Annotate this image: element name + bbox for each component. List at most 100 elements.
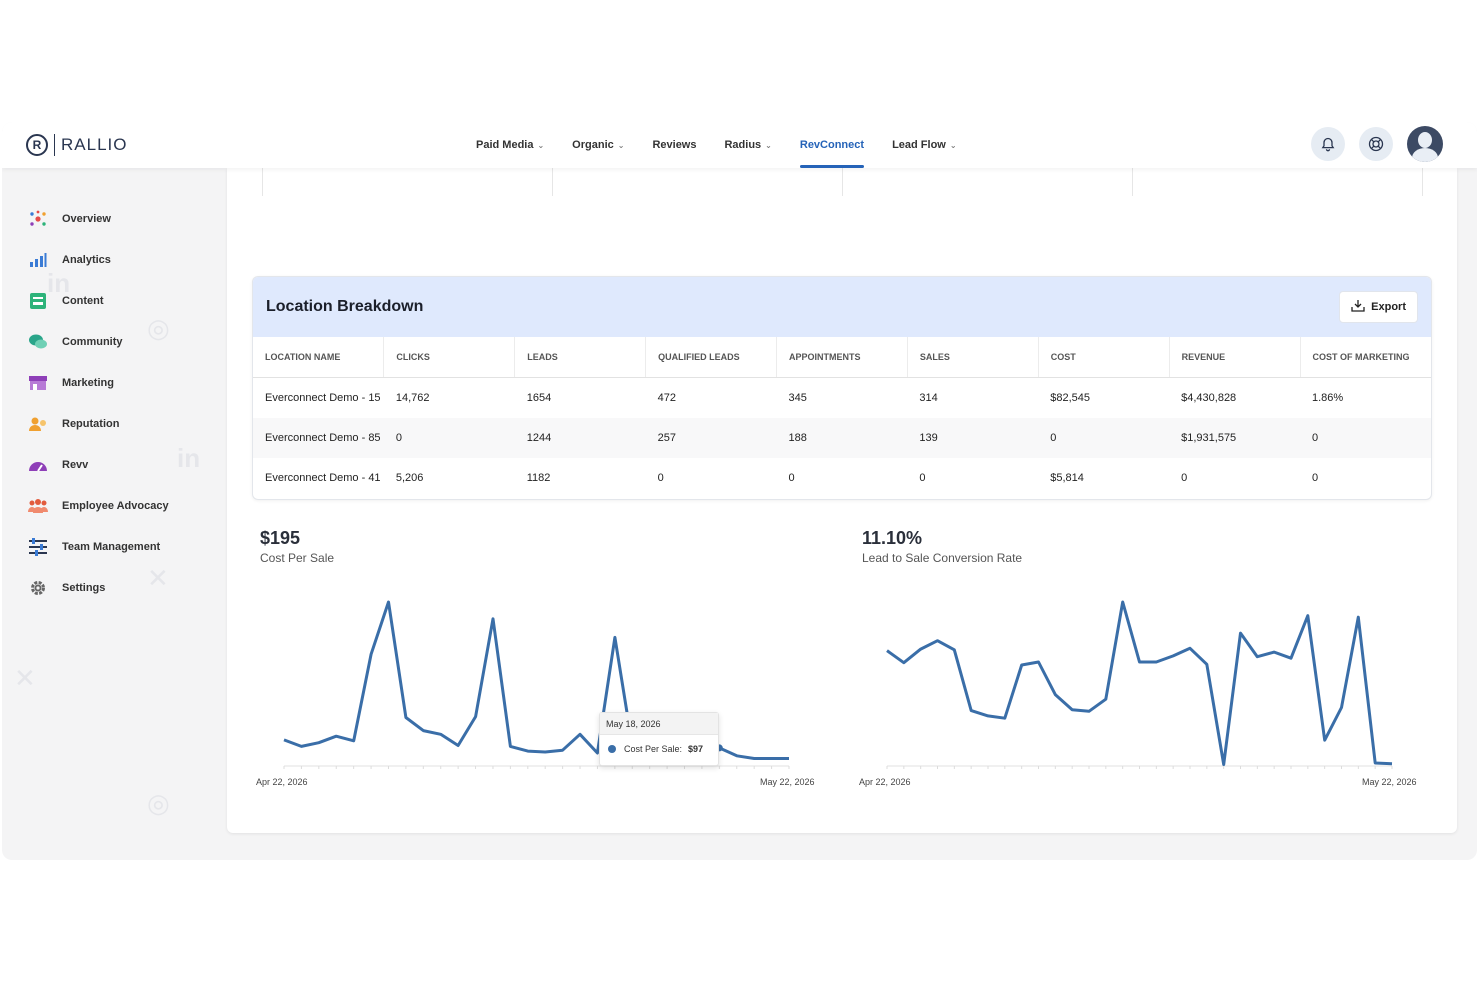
column-header[interactable]: CLICKS xyxy=(383,337,516,378)
data-point[interactable] xyxy=(491,617,495,621)
data-point[interactable] xyxy=(578,732,582,736)
data-point[interactable] xyxy=(1373,761,1377,765)
cost-per-sale-chart[interactable] xyxy=(272,588,802,778)
sidebar-item-community[interactable]: Community xyxy=(28,330,123,354)
data-point[interactable] xyxy=(1053,693,1057,697)
chevron-down-icon: ⌄ xyxy=(949,140,957,150)
data-point[interactable] xyxy=(561,748,565,752)
data-point[interactable] xyxy=(1020,663,1024,667)
sidebar-item-overview[interactable]: Overview xyxy=(28,207,111,231)
data-point[interactable] xyxy=(1272,650,1276,654)
download-icon xyxy=(1351,299,1365,315)
data-point[interactable] xyxy=(508,744,512,748)
user-avatar[interactable] xyxy=(1407,126,1443,162)
data-point[interactable] xyxy=(1188,646,1192,650)
column-header[interactable]: COST xyxy=(1038,337,1170,378)
metric-label: Lead to Sale Conversion Rate xyxy=(862,551,1023,565)
watermark-google-icon: ◎ xyxy=(147,788,170,818)
data-point[interactable] xyxy=(1289,656,1293,660)
data-point[interactable] xyxy=(1340,706,1344,710)
data-point[interactable] xyxy=(1104,697,1108,701)
chevron-down-icon: ⌄ xyxy=(537,140,545,150)
data-point[interactable] xyxy=(456,744,460,748)
data-point[interactable] xyxy=(936,639,940,643)
group-icon xyxy=(28,496,48,516)
nav-revconnect[interactable]: RevConnect xyxy=(786,122,878,168)
column-header[interactable]: COST OF MARKETING xyxy=(1300,337,1431,378)
data-point[interactable] xyxy=(404,716,408,720)
data-point[interactable] xyxy=(1255,655,1259,659)
data-point[interactable] xyxy=(1205,662,1209,666)
data-point[interactable] xyxy=(352,739,356,743)
data-point[interactable] xyxy=(421,729,425,733)
data-point[interactable] xyxy=(919,647,923,651)
data-point[interactable] xyxy=(752,757,756,761)
data-point[interactable] xyxy=(1356,615,1360,619)
data-point[interactable] xyxy=(986,714,990,718)
rallio-logo[interactable]: R RALLIO xyxy=(26,130,127,160)
data-point[interactable] xyxy=(969,709,973,713)
data-point[interactable] xyxy=(1121,600,1125,604)
data-point[interactable] xyxy=(1306,614,1310,618)
nav-radius[interactable]: Radius ⌄ xyxy=(710,122,785,168)
data-point[interactable] xyxy=(1323,738,1327,742)
sidebar-item-team-management[interactable]: Team Management xyxy=(28,535,160,559)
data-point[interactable] xyxy=(770,757,774,761)
nav-lead-flow[interactable]: Lead Flow ⌄ xyxy=(878,122,970,168)
data-point[interactable] xyxy=(299,744,303,748)
sidebar-item-settings[interactable]: Settings xyxy=(28,576,105,600)
data-point[interactable] xyxy=(1037,660,1041,664)
sidebar-item-marketing[interactable]: Marketing xyxy=(28,371,114,395)
table-cell: 0 xyxy=(657,472,664,485)
data-point[interactable] xyxy=(1390,762,1394,766)
data-point[interactable] xyxy=(1087,709,1091,713)
data-point[interactable] xyxy=(1239,631,1243,635)
data-point[interactable] xyxy=(1154,660,1158,664)
data-point[interactable] xyxy=(474,715,478,719)
sidebar-item-revv[interactable]: Revv xyxy=(28,453,88,477)
data-point[interactable] xyxy=(1171,654,1175,658)
sidebar-item-employee-advocacy[interactable]: Employee Advocacy xyxy=(28,494,169,518)
table-row: Everconnect Demo - 15 14,762 1654 472 34… xyxy=(253,377,1431,418)
data-point[interactable] xyxy=(1222,762,1226,766)
column-header[interactable]: QUALIFIED LEADS xyxy=(645,337,777,378)
column-header[interactable]: LOCATION NAME xyxy=(253,337,385,378)
tooltip-value: $97 xyxy=(688,744,704,754)
nav-paid-media[interactable]: Paid Media ⌄ xyxy=(462,122,558,168)
column-header[interactable]: REVENUE xyxy=(1169,337,1301,378)
data-point[interactable] xyxy=(282,738,286,742)
data-point[interactable] xyxy=(902,661,906,665)
data-point[interactable] xyxy=(386,600,390,604)
nav-organic[interactable]: Organic ⌄ xyxy=(558,122,638,168)
column-header[interactable]: APPOINTMENTS xyxy=(776,337,908,378)
data-point[interactable] xyxy=(1070,708,1074,712)
data-point[interactable] xyxy=(1003,716,1007,720)
sidebar-item-reputation[interactable]: Reputation xyxy=(28,412,119,436)
conversion-rate-chart[interactable] xyxy=(875,588,1405,778)
data-point[interactable] xyxy=(526,749,530,753)
x-axis-end-label: May 22, 2026 xyxy=(1362,777,1417,787)
data-point[interactable] xyxy=(885,649,889,653)
notifications-button[interactable] xyxy=(1311,127,1345,161)
nav-label: Organic xyxy=(572,139,614,151)
data-point[interactable] xyxy=(317,741,321,745)
data-point[interactable] xyxy=(334,734,338,738)
logo-mark: R xyxy=(26,134,48,156)
data-point[interactable] xyxy=(1138,660,1142,664)
data-point[interactable] xyxy=(613,635,617,639)
data-point[interactable] xyxy=(439,732,443,736)
sidebar-item-content[interactable]: Content xyxy=(28,289,104,313)
sidebar-item-label: Reputation xyxy=(62,418,120,430)
data-point[interactable] xyxy=(952,648,956,652)
data-point[interactable] xyxy=(369,652,373,656)
data-point[interactable] xyxy=(543,750,547,754)
export-button[interactable]: Export xyxy=(1339,291,1418,323)
stat-card-dividers xyxy=(262,168,1427,198)
data-point[interactable] xyxy=(735,754,739,758)
sidebar-item-analytics[interactable]: Analytics xyxy=(28,248,111,272)
data-point[interactable] xyxy=(787,757,791,761)
nav-reviews[interactable]: Reviews xyxy=(638,122,710,168)
column-header[interactable]: SALES xyxy=(907,337,1039,378)
support-button[interactable] xyxy=(1359,127,1393,161)
column-header[interactable]: LEADS xyxy=(514,337,647,378)
